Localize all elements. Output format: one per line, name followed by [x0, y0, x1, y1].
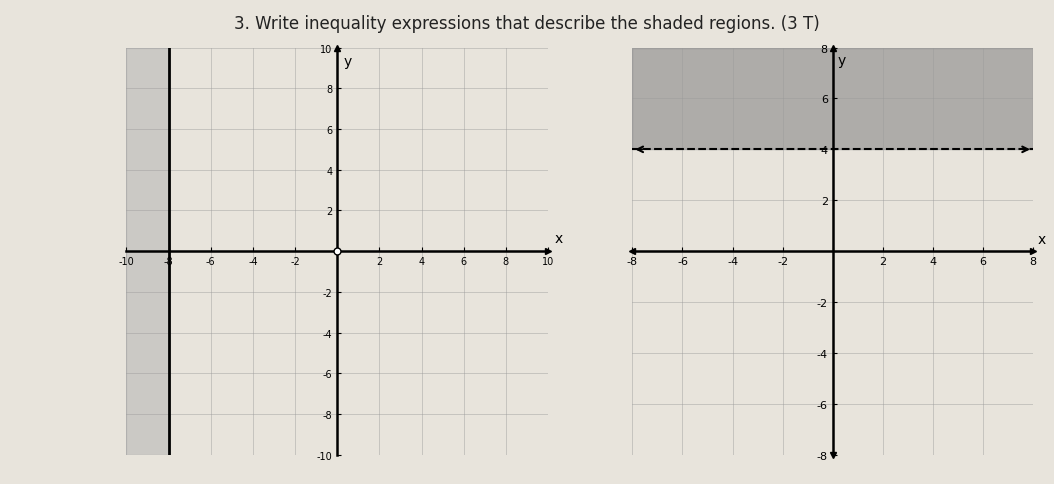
- Text: 3. Write inequality expressions that describe the shaded regions. (3 T): 3. Write inequality expressions that des…: [234, 15, 820, 32]
- Text: y: y: [344, 55, 352, 68]
- Bar: [126, 48, 169, 455]
- Bar: [632, 48, 1033, 150]
- Text: y: y: [838, 54, 846, 67]
- Text: x: x: [554, 232, 563, 245]
- Text: x: x: [1038, 233, 1047, 247]
